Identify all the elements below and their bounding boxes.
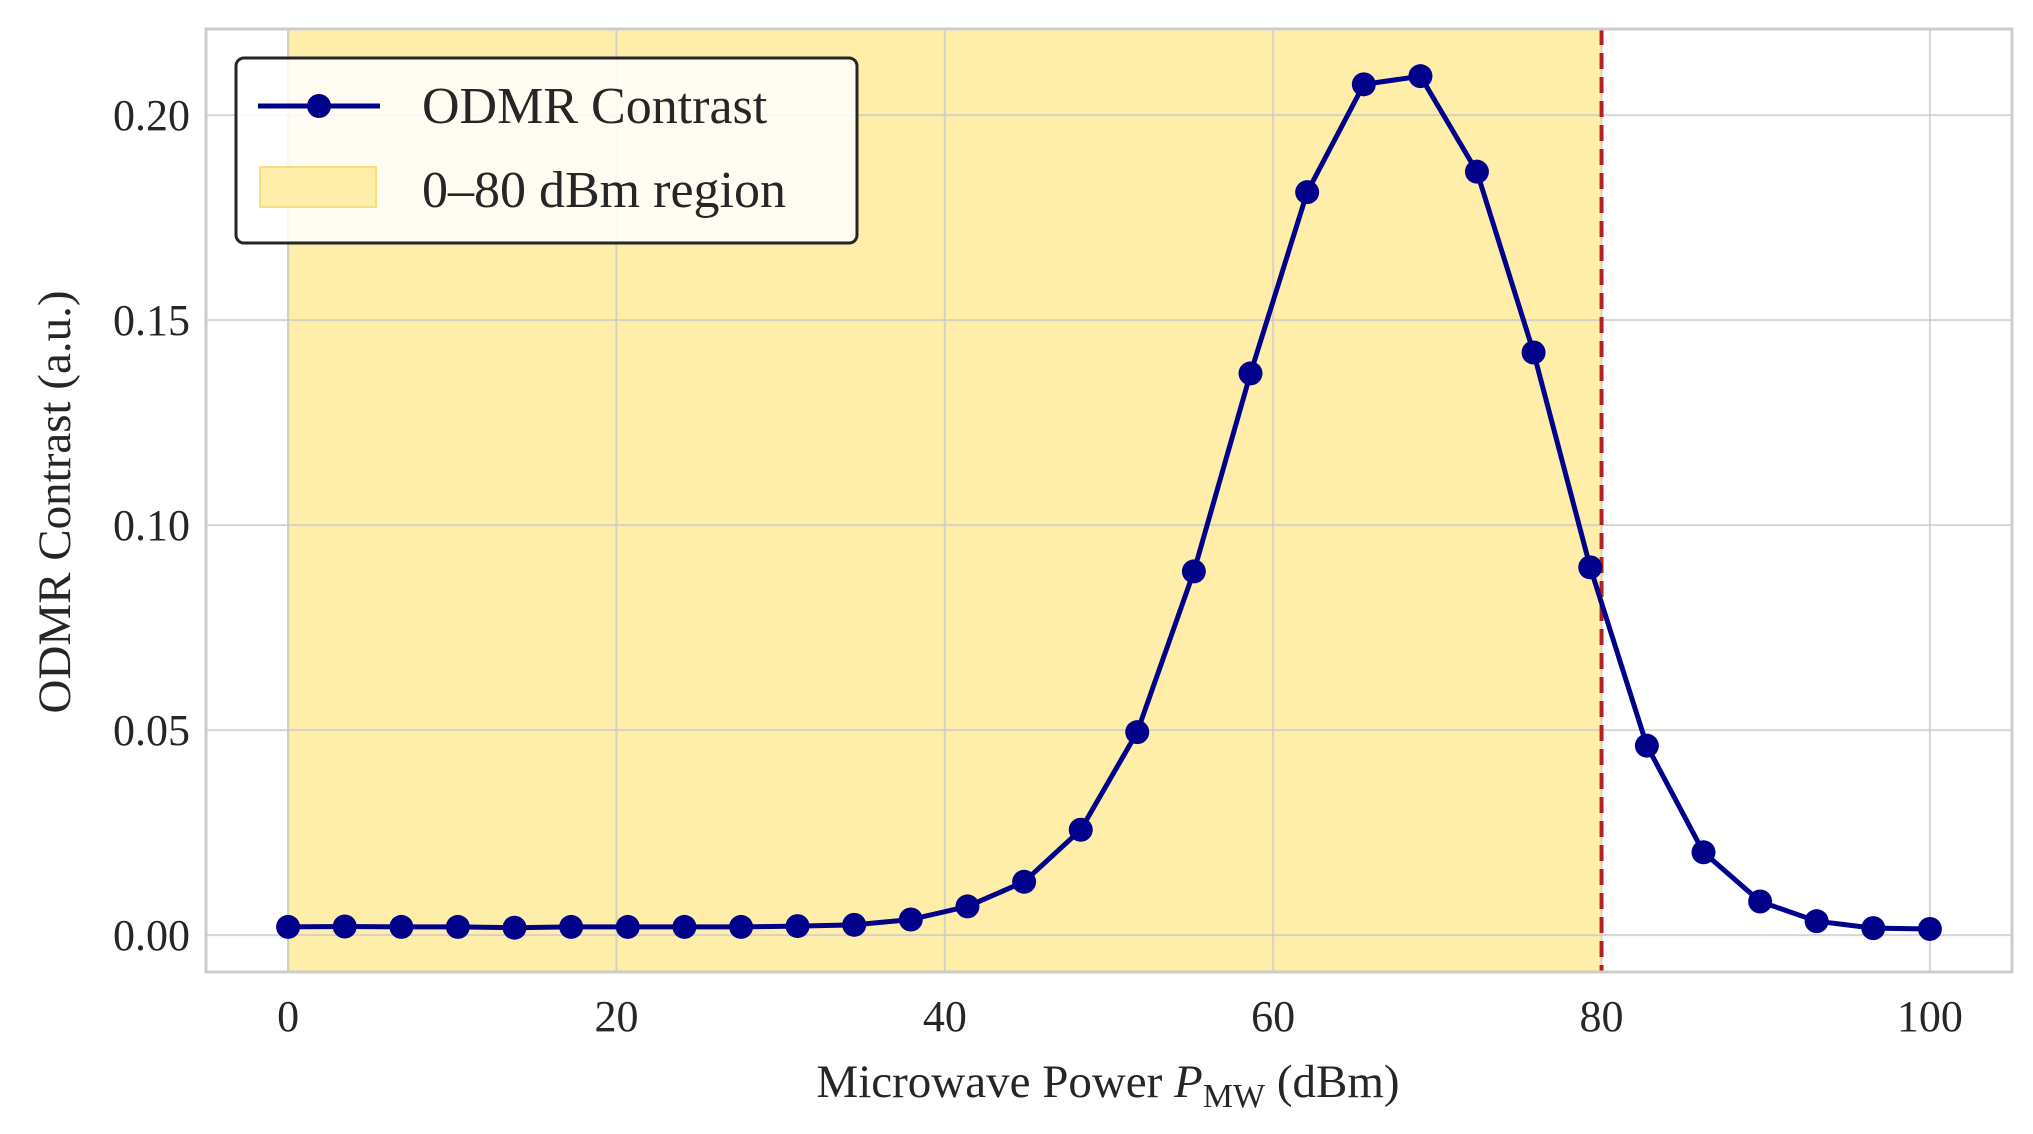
data-point-21 <box>1464 159 1489 184</box>
data-point-6 <box>615 914 640 939</box>
y-tick-label-0.20: 0.20 <box>113 91 190 140</box>
y-axis-label: ODMR Contrast (a.u.) <box>29 291 81 714</box>
data-point-23 <box>1578 555 1603 580</box>
data-point-12 <box>955 894 980 919</box>
x-axis-label-subscript: MW <box>1203 1078 1266 1115</box>
data-point-14 <box>1068 817 1093 842</box>
data-point-24 <box>1634 733 1659 758</box>
data-point-19 <box>1351 72 1376 97</box>
data-point-3 <box>445 914 470 939</box>
x-axis-label-variable: P <box>1173 1056 1203 1108</box>
y-tick-label-0.15: 0.15 <box>113 296 190 345</box>
data-point-13 <box>1012 869 1037 894</box>
y-tick-label-0.10: 0.10 <box>113 501 190 550</box>
data-point-27 <box>1804 909 1829 934</box>
data-point-15 <box>1125 720 1150 745</box>
data-point-0 <box>276 914 301 939</box>
series-layer <box>276 64 1942 941</box>
x-tick-label-40: 40 <box>923 992 967 1041</box>
legend: ODMR Contrast 0–80 dBm region <box>234 56 859 245</box>
plot-frame <box>204 27 2014 974</box>
data-point-5 <box>559 914 584 939</box>
data-point-29 <box>1917 916 1942 941</box>
x-axis-label-suffix: (dBm) <box>1265 1056 1399 1108</box>
data-point-10 <box>842 912 867 937</box>
x-tick-label-60: 60 <box>1251 992 1295 1041</box>
legend-label-series: ODMR Contrast <box>422 78 768 135</box>
data-point-25 <box>1691 840 1716 865</box>
tick-label-layer: 0 20 40 60 80 100 0.00 0.05 0.10 0.15 0.20 <box>113 91 1963 1041</box>
data-point-1 <box>332 914 357 939</box>
data-point-7 <box>672 914 697 939</box>
x-tick-label-20: 20 <box>594 992 638 1041</box>
data-point-8 <box>729 914 754 939</box>
legend-marker-swatch <box>307 94 331 118</box>
data-point-20 <box>1408 64 1433 89</box>
data-point-17 <box>1238 361 1263 386</box>
data-point-2 <box>389 914 414 939</box>
data-point-11 <box>898 907 923 932</box>
x-axis-label-prefix: Microwave Power <box>816 1056 1174 1108</box>
x-axis-label: Microwave Power PMW (dBm) <box>816 1056 1399 1115</box>
data-point-26 <box>1748 889 1773 914</box>
legend-label-region: 0–80 dBm region <box>422 162 786 219</box>
data-point-18 <box>1295 180 1320 205</box>
data-point-28 <box>1861 916 1886 941</box>
x-tick-label-80: 80 <box>1580 992 1624 1041</box>
y-tick-label-0.00: 0.00 <box>113 911 190 960</box>
data-point-9 <box>785 914 810 939</box>
legend-box <box>234 56 859 245</box>
data-point-4 <box>502 915 527 940</box>
x-tick-label-100: 100 <box>1897 992 1963 1041</box>
data-point-16 <box>1181 559 1206 584</box>
data-point-22 <box>1521 340 1546 365</box>
y-tick-label-0.05: 0.05 <box>113 706 190 755</box>
x-tick-label-0: 0 <box>277 992 299 1041</box>
legend-region-swatch <box>259 166 377 208</box>
